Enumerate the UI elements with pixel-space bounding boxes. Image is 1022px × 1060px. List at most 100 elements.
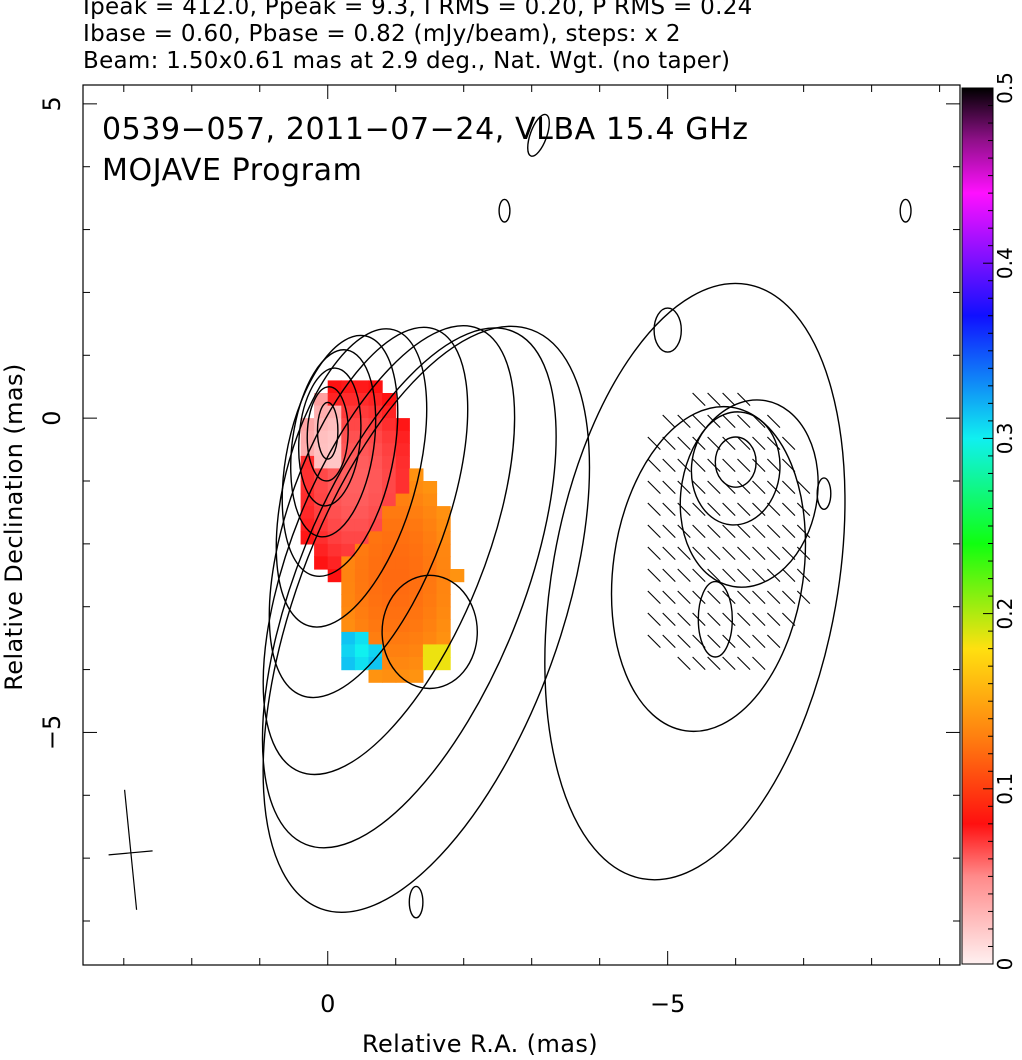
evpa-tick: [662, 546, 676, 560]
frac-pol-pixel: [422, 481, 438, 495]
frac-pol-pixel: [341, 644, 356, 658]
beam-cross: [108, 789, 153, 910]
header-line-2: Ibase = 0.60, Pbase = 0.82 (mJy/beam), s…: [83, 21, 681, 47]
evpa-tick: [737, 612, 751, 626]
frac-pol-pixel: [314, 455, 329, 470]
frac-pol-pixel: [395, 481, 410, 495]
frac-pol-pixel: [436, 581, 451, 595]
header-line-3: Beam: 1.50x0.61 mas at 2.9 deg., Nat. Wg…: [83, 48, 731, 74]
frac-pol-pixel: [409, 619, 424, 633]
evpa-ticks: [647, 392, 811, 670]
frac-pol-pixel: [368, 518, 383, 532]
evpa-tick: [782, 458, 796, 472]
frac-pol-pixel: [341, 543, 356, 558]
evpa-tick: [647, 546, 661, 560]
frac-pol-pixel: [327, 518, 342, 532]
frac-pol-pixel: [314, 481, 329, 495]
frac-pol-pixel: [382, 669, 397, 683]
evpa-tick: [677, 458, 691, 472]
evpa-tick: [782, 568, 796, 582]
frac-pol-pixel: [368, 543, 383, 558]
evpa-tick: [692, 656, 706, 670]
frac-pol-pixel: [300, 506, 315, 520]
evpa-tick: [662, 502, 676, 516]
evpa-tick: [782, 524, 796, 538]
evpa-tick: [692, 458, 706, 472]
frac-pol-pixel: [395, 619, 410, 633]
frac-pol-pixel: [354, 631, 370, 646]
frac-pol-pixel: [436, 606, 451, 620]
evpa-tick: [647, 524, 661, 538]
header-line-1: Ipeak = 412.0, Ppeak = 9.3, I RMS = 0.20…: [83, 0, 753, 20]
evpa-tick: [677, 436, 691, 450]
evpa-tick: [692, 414, 706, 428]
isolated-contour: [408, 885, 424, 919]
evpa-tick: [647, 436, 661, 450]
evpa-tick: [677, 546, 691, 560]
evpa-tick: [707, 414, 721, 428]
frac-pol-pixel: [341, 531, 356, 545]
frac-pol-pixel: [382, 430, 397, 444]
frac-pol-pixel: [368, 481, 383, 495]
evpa-tick: [692, 634, 706, 648]
frac-pol-pixel: [382, 481, 397, 495]
frac-pol-pixel: [382, 418, 397, 432]
frac-pol-pixel: [409, 518, 424, 532]
frac-pol-pixel: [354, 506, 370, 520]
evpa-tick: [752, 612, 766, 626]
frac-pol-pixel: [368, 644, 383, 658]
frac-pol-pixel: [368, 631, 383, 646]
evpa-tick: [692, 612, 706, 626]
pol-intensity-contour: [679, 399, 819, 588]
frac-pol-pixel: [395, 543, 410, 558]
frac-pol-pixel: [368, 393, 383, 407]
frac-pol-pixel: [395, 493, 410, 507]
evpa-tick: [722, 656, 736, 670]
axes: 0 −5 5 0 −5: [38, 85, 960, 1018]
colorbar-axis: 0 0.1 0.2 0.3 0.4 0.5: [983, 72, 1017, 970]
evpa-tick: [662, 568, 676, 582]
evpa-tick: [677, 480, 691, 494]
frac-pol-pixel: [409, 644, 424, 658]
evpa-tick: [647, 568, 661, 582]
evpa-tick: [677, 568, 691, 582]
evpa-tick: [737, 502, 751, 516]
frac-pol-pixel: [395, 606, 410, 620]
evpa-tick: [767, 436, 781, 450]
x-axis-label: Relative R.A. (mas): [361, 1030, 599, 1058]
frac-pol-pixel: [341, 493, 356, 507]
frac-pol-pixel: [422, 581, 438, 595]
evpa-tick: [782, 590, 796, 604]
frac-pol-pixel: [327, 430, 342, 444]
evpa-tick: [752, 436, 766, 450]
frac-pol-pixel: [354, 380, 370, 394]
frac-pol-pixel: [341, 569, 356, 583]
evpa-tick: [677, 590, 691, 604]
frac-pol-pixel: [382, 531, 397, 545]
frac-pol-pixel: [422, 619, 438, 633]
frac-pol-pixel: [382, 619, 397, 633]
evpa-tick: [737, 524, 751, 538]
frac-pol-pixel: [368, 468, 383, 482]
evpa-tick: [662, 436, 676, 450]
evpa-tick: [692, 392, 706, 406]
evpa-tick: [662, 612, 676, 626]
y-axis-label: Relative Declination (mas): [0, 363, 28, 691]
frac-pol-pixel: [341, 631, 356, 646]
evpa-tick: [752, 480, 766, 494]
frac-pol-pixel: [354, 468, 370, 482]
evpa-tick: [737, 634, 751, 648]
evpa-tick: [677, 524, 691, 538]
frac-pol-pixel: [314, 418, 329, 432]
pol-intensity-contour: [544, 282, 846, 881]
frac-pol-pixel: [354, 518, 370, 532]
evpa-tick: [662, 524, 676, 538]
frac-pol-pixel: [354, 619, 370, 633]
frac-pol-pixel: [422, 606, 438, 620]
evpa-tick: [767, 612, 781, 626]
evpa-tick: [752, 414, 766, 428]
frac-pol-pixel: [354, 543, 370, 558]
frac-pol-pixel: [395, 443, 410, 457]
frac-pol-pixel: [354, 581, 370, 595]
frac-pol-pixel: [368, 569, 383, 583]
